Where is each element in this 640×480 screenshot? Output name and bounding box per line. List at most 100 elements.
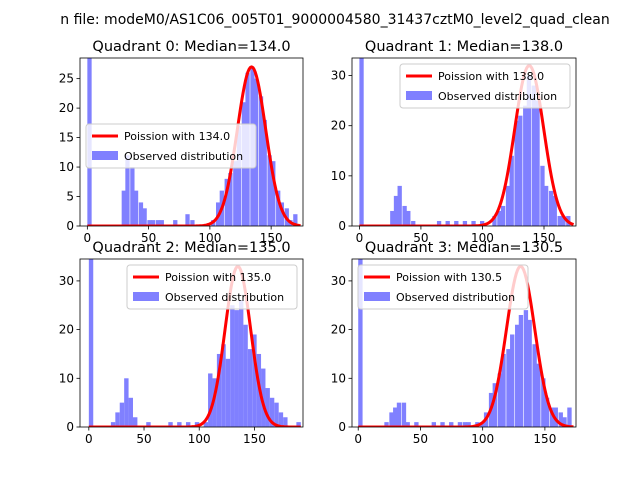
axes-frame	[351, 57, 577, 227]
histogram-bar	[142, 208, 147, 226]
histogram-bar	[359, 58, 364, 226]
histogram-bar	[532, 344, 537, 427]
histogram-bar	[541, 378, 546, 427]
histogram-bar	[509, 155, 514, 226]
histogram-bar	[177, 422, 182, 427]
histogram-bar	[230, 305, 235, 427]
histogram-bar	[497, 210, 502, 226]
legend: Poission with 138.0 Observed distribution	[399, 63, 571, 109]
histogram-bar	[276, 190, 281, 226]
legend-patch-swatch	[92, 151, 118, 160]
histogram-bar	[500, 205, 506, 226]
legend: Poission with 130.5 Observed distribution	[357, 264, 529, 310]
y-tick-label: 25	[59, 72, 74, 86]
histogram-bar	[531, 85, 536, 226]
histogram-bar	[233, 161, 238, 226]
histogram-bar	[402, 205, 407, 226]
histogram-bar	[119, 402, 125, 427]
histogram-bar	[110, 422, 116, 427]
y-tick-label: 20	[59, 101, 74, 115]
histogram-bar	[548, 190, 554, 226]
histogram-bar	[414, 422, 419, 427]
x-tick-label: 100	[188, 432, 211, 446]
histogram-bar	[544, 397, 550, 427]
histogram-bar	[138, 202, 144, 226]
legend-patch-swatch	[364, 292, 390, 301]
histogram-bar	[132, 417, 138, 427]
histogram-bar	[271, 161, 276, 226]
histogram-bar	[492, 383, 497, 427]
histogram-bar	[466, 422, 471, 427]
histogram-bar	[561, 215, 566, 226]
legend-box	[357, 264, 529, 310]
histogram-bar	[462, 220, 468, 226]
histogram-bar	[535, 100, 540, 226]
legend-label-poisson: Poission with 135.0	[165, 271, 271, 284]
x-tick-label: 50	[413, 231, 428, 245]
histogram-bar	[393, 407, 398, 427]
y-tick-label: 5	[66, 190, 74, 204]
axes-frame	[351, 258, 577, 428]
y-tick-label: 15	[59, 131, 74, 145]
y-tick-label: 30	[59, 274, 74, 288]
histogram-bar	[445, 220, 450, 226]
histogram-bar	[261, 368, 266, 427]
x-tick-label: 0	[354, 432, 362, 446]
histogram-bar	[523, 105, 528, 226]
histogram-bar	[224, 178, 229, 226]
legend-box	[399, 63, 571, 109]
axes-frame	[79, 57, 304, 227]
histogram-bar	[238, 300, 244, 427]
y-tick-label: 10	[59, 160, 74, 174]
subplot-quadrant-1: 0 50 100 150 0 10 20 30 Quadrant 1: Median=138.0…	[331, 39, 577, 245]
legend: Poission with 134.0 Observed distribution	[85, 123, 257, 169]
histogram-bar	[515, 324, 520, 427]
histogram-bar	[151, 220, 156, 226]
x-tick-label: 50	[141, 231, 156, 245]
histogram-bar	[185, 214, 190, 226]
histogram-bar	[121, 190, 126, 226]
histogram-bar	[221, 344, 226, 427]
legend: Poission with 135.0 Observed distribution	[126, 264, 298, 310]
legend-label-observed: Observed distribution	[396, 291, 515, 304]
histogram-bar	[190, 220, 195, 226]
x-tick-label: 50	[413, 432, 428, 446]
histogram-bar	[203, 422, 209, 427]
legend-label-poisson: Poission with 138.0	[438, 70, 544, 83]
legend-label-observed: Observed distribution	[165, 291, 284, 304]
histogram-bar	[549, 407, 555, 427]
y-tick-label: 10	[331, 371, 346, 385]
histogram-bar	[124, 378, 129, 427]
histogram-bar	[567, 407, 572, 427]
histogram-bar	[234, 310, 239, 427]
histogram-bar	[480, 220, 485, 226]
histogram-bar	[265, 388, 270, 427]
histogram-bar	[527, 319, 532, 427]
histogram-bar	[526, 75, 532, 226]
y-tick-label: 0	[338, 219, 346, 233]
subplot-quadrant-0: 0 50 100 150 0 5 10 15 20 25 Quadrant 0: Median=13…	[59, 39, 304, 245]
histogram-bar	[411, 220, 416, 226]
histogram-bar	[155, 220, 161, 226]
histogram-bar	[405, 422, 410, 427]
histogram-bar	[536, 363, 541, 427]
poisson-curve	[88, 264, 302, 427]
histogram-bar	[406, 210, 411, 226]
subplot-quadrant-3: 0 50 100 150 0 10 20 30 Quadrant 3: Median=130.5…	[331, 240, 577, 446]
legend-label-observed: Observed distribution	[124, 150, 243, 163]
subplot-title: Quadrant 2: Median=135.0	[92, 240, 290, 256]
histogram-bar	[393, 195, 399, 226]
y-tick-label: 10	[331, 169, 346, 183]
histogram-bar	[262, 119, 267, 226]
histogram-bar	[389, 412, 394, 427]
histogram-bar	[115, 412, 120, 427]
x-tick-label: 0	[85, 432, 93, 446]
subplot-title: Quadrant 1: Median=138.0	[365, 39, 563, 55]
histogram-bar	[88, 259, 94, 427]
histogram-bar	[274, 402, 279, 427]
y-tick-label: 20	[331, 119, 346, 133]
histogram-bar	[462, 422, 468, 427]
histogram-bar	[397, 185, 402, 226]
histogram-bar	[173, 220, 178, 226]
histogram-bar	[133, 190, 139, 226]
